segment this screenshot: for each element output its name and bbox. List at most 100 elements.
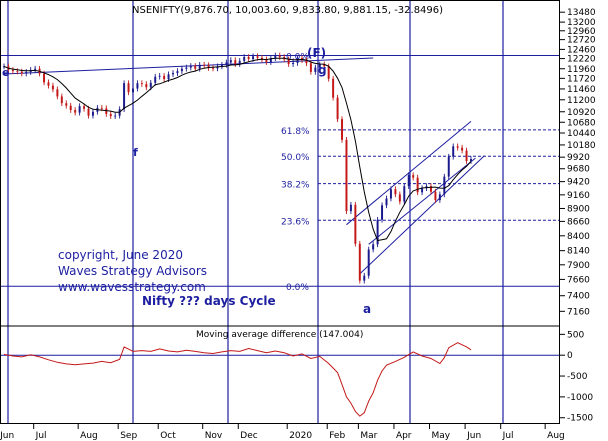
sub-chart-title: Moving average difference (147.004) [196, 330, 363, 340]
candle-body [185, 67, 188, 69]
website-text: www.wavesstrategy.com [58, 280, 206, 294]
candle-body [83, 106, 86, 109]
candle-body [305, 60, 308, 64]
y-tick-label: 10680 [567, 118, 596, 128]
candle-body [429, 186, 432, 192]
candle-body [252, 56, 255, 59]
candle-body [265, 59, 268, 63]
candle-body [407, 175, 410, 187]
y-tick-label: 7400 [567, 292, 590, 302]
candle-body [51, 85, 54, 90]
candle-body [260, 57, 263, 60]
candle-body [447, 156, 450, 177]
candle-body [238, 60, 241, 65]
candle-body [354, 204, 357, 244]
channel-lower-line [359, 155, 485, 275]
fib-label: 61.8% [281, 127, 310, 137]
candle-body [376, 219, 379, 245]
upper-trendline [3, 57, 374, 75]
y-tick-label: 13200 [567, 18, 596, 28]
candle-body [176, 71, 179, 74]
x-tick-label: Feb [329, 431, 345, 441]
candle-body [56, 89, 59, 97]
fib-label: 0.0% [286, 283, 309, 293]
x-tick-label: 2020 [289, 431, 312, 441]
candle-body [416, 177, 419, 193]
candle-body [43, 73, 46, 83]
candle-body [412, 175, 415, 178]
candle-body [434, 191, 437, 201]
candle-body [363, 275, 366, 281]
candle-body [167, 74, 170, 80]
sub-y-tick-label: -1500 [567, 414, 593, 424]
candle-body [198, 64, 201, 69]
y-tick-label: 11960 [567, 65, 596, 75]
candle-body [470, 159, 472, 161]
candle-body [225, 62, 228, 65]
candle-body [327, 66, 330, 79]
y-tick-label: 8900 [567, 204, 590, 214]
candle-body [180, 68, 183, 72]
y-tick-label: 9920 [567, 153, 590, 163]
x-tick-label: Jul [35, 431, 47, 441]
candle-body [394, 189, 397, 195]
y-tick-label: 12720 [567, 36, 596, 46]
candle-body [443, 176, 446, 195]
ma-difference-line [3, 342, 472, 417]
x-tick-label: Jun [0, 431, 14, 441]
candle-body [372, 244, 375, 250]
x-tick-label: May [432, 431, 451, 441]
y-tick-label: 8140 [567, 247, 590, 257]
wave-label-F: (F) [307, 46, 326, 60]
moving-average-difference [3, 342, 472, 417]
candle-body [87, 108, 90, 116]
candle-body [385, 198, 388, 206]
candle-body [256, 56, 259, 58]
candle-body [358, 243, 361, 281]
candle-body [243, 57, 246, 61]
candle-body [465, 150, 468, 161]
fib-label: 50.0% [281, 153, 310, 163]
company-text: Waves Strategy Advisors [58, 264, 207, 278]
candle-body [278, 55, 281, 58]
candle-body [292, 62, 295, 65]
candle-body [345, 139, 348, 212]
candle-body [309, 63, 312, 72]
chart-title: NSENIFTY(9,876.70, 10,003.60, 9,833.80, … [132, 5, 443, 16]
candle-body [60, 96, 63, 104]
x-tick-label: Aug [547, 431, 565, 441]
y-tick-label: 11200 [567, 96, 596, 106]
wave-label-f: f [133, 146, 138, 159]
candle-body [172, 73, 175, 75]
candle-body [91, 111, 94, 116]
wave-label-g: g [318, 63, 327, 77]
candle-body [100, 107, 103, 109]
candle-body [145, 84, 148, 88]
fib-label: 23.6% [281, 217, 310, 227]
candle-body [189, 65, 192, 68]
candle-body [403, 186, 406, 202]
x-tick-label: Oct [160, 431, 176, 441]
candle-body [131, 88, 134, 93]
sub-y-tick-label: 500 [567, 330, 584, 340]
candle-body [296, 58, 299, 63]
candle-body [456, 146, 459, 148]
candle-body [269, 58, 272, 63]
candle-body [341, 119, 344, 140]
x-tick-label: Apr [396, 431, 412, 441]
candle-body [389, 189, 392, 199]
candle-body [11, 69, 14, 72]
x-tick-label: Nov [205, 431, 223, 441]
candle-body [247, 57, 250, 59]
candle-body [318, 64, 321, 68]
x-tick-label: Sep [120, 431, 137, 441]
y-tick-label: 10440 [567, 129, 596, 139]
wave-label-a: a [363, 302, 371, 316]
y-tick-label: 13480 [567, 8, 596, 18]
y-tick-label: 8660 [567, 217, 590, 227]
candle-body [34, 68, 37, 70]
candle-body [74, 110, 77, 113]
candle-body [127, 83, 130, 93]
